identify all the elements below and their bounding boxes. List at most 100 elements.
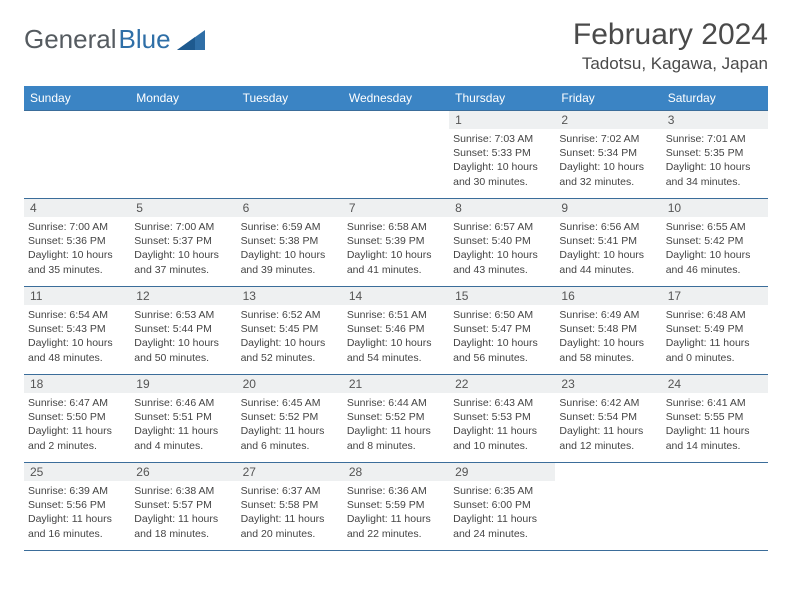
day-number: 22 bbox=[449, 375, 555, 393]
day-cell-15: 15Sunrise: 6:50 AMSunset: 5:47 PMDayligh… bbox=[449, 287, 555, 375]
location-label: Tadotsu, Kagawa, Japan bbox=[573, 54, 768, 74]
day-details: Sunrise: 7:00 AMSunset: 5:37 PMDaylight:… bbox=[134, 220, 232, 277]
day-details: Sunrise: 6:49 AMSunset: 5:48 PMDaylight:… bbox=[559, 308, 657, 365]
day-number: 13 bbox=[237, 287, 343, 305]
empty-cell bbox=[555, 463, 661, 551]
day-cell-27: 27 Sunrise: 6:37 AMSunset: 5:58 PMDayligh… bbox=[237, 463, 343, 551]
day-details: Sunrise: 7:01 AMSunset: 5:35 PMDaylight:… bbox=[666, 132, 764, 189]
day-details: Sunrise: 6:42 AMSunset: 5:54 PMDaylight:… bbox=[559, 396, 657, 453]
day-number: 4 bbox=[24, 199, 130, 217]
day-cell-13: 13Sunrise: 6:52 AMSunset: 5:45 PMDayligh… bbox=[237, 287, 343, 375]
day-cell-24: 24 Sunrise: 6:41 AMSunset: 5:55 PMDayligh… bbox=[662, 375, 768, 463]
calendar-week-row: 1 Sunrise: 7:03 AMSunset: 5:33 PMDaylight… bbox=[24, 111, 768, 199]
empty-cell bbox=[343, 111, 449, 199]
day-cell-20: 20 Sunrise: 6:45 AMSunset: 5:52 PMDayligh… bbox=[237, 375, 343, 463]
calendar-grid: SundayMondayTuesdayWednesdayThursdayFrid… bbox=[24, 86, 768, 551]
day-number: 14 bbox=[343, 287, 449, 305]
day-details: Sunrise: 6:56 AMSunset: 5:41 PMDaylight:… bbox=[559, 220, 657, 277]
day-details: Sunrise: 6:39 AMSunset: 5:56 PMDaylight:… bbox=[28, 484, 126, 541]
day-cell-26: 26Sunrise: 6:38 AMSunset: 5:57 PMDayligh… bbox=[130, 463, 236, 551]
day-details: Sunrise: 6:58 AMSunset: 5:39 PMDaylight:… bbox=[347, 220, 445, 277]
empty-cell bbox=[24, 111, 130, 199]
day-number: 27 bbox=[237, 463, 343, 481]
day-details: Sunrise: 6:57 AMSunset: 5:40 PMDaylight:… bbox=[453, 220, 551, 277]
day-details: Sunrise: 6:47 AMSunset: 5:50 PMDaylight:… bbox=[28, 396, 126, 453]
day-number: 8 bbox=[449, 199, 555, 217]
day-cell-23: 23 Sunrise: 6:42 AMSunset: 5:54 PMDayligh… bbox=[555, 375, 661, 463]
day-details: Sunrise: 6:54 AMSunset: 5:43 PMDaylight:… bbox=[28, 308, 126, 365]
day-number: 28 bbox=[343, 463, 449, 481]
day-number: 29 bbox=[449, 463, 555, 481]
calendar-week-row: 18 Sunrise: 6:47 AMSunset: 5:50 PMDayligh… bbox=[24, 375, 768, 463]
day-details: Sunrise: 6:38 AMSunset: 5:57 PMDaylight:… bbox=[134, 484, 232, 541]
weekday-wednesday: Wednesday bbox=[343, 86, 449, 111]
day-cell-21: 21 Sunrise: 6:44 AMSunset: 5:52 PMDayligh… bbox=[343, 375, 449, 463]
weekday-sunday: Sunday bbox=[24, 86, 130, 111]
weekday-header-row: SundayMondayTuesdayWednesdayThursdayFrid… bbox=[24, 86, 768, 111]
day-details: Sunrise: 6:37 AMSunset: 5:58 PMDaylight:… bbox=[241, 484, 339, 541]
day-number: 25 bbox=[24, 463, 130, 481]
weekday-thursday: Thursday bbox=[449, 86, 555, 111]
day-cell-25: 25 Sunrise: 6:39 AMSunset: 5:56 PMDayligh… bbox=[24, 463, 130, 551]
day-number: 16 bbox=[555, 287, 661, 305]
day-cell-11: 11 Sunrise: 6:54 AMSunset: 5:43 PMDayligh… bbox=[24, 287, 130, 375]
calendar-week-row: 4 Sunrise: 7:00 AMSunset: 5:36 PMDaylight… bbox=[24, 199, 768, 287]
day-cell-2: 2 Sunrise: 7:02 AMSunset: 5:34 PMDaylight… bbox=[555, 111, 661, 199]
day-details: Sunrise: 6:36 AMSunset: 5:59 PMDaylight:… bbox=[347, 484, 445, 541]
day-details: Sunrise: 7:03 AMSunset: 5:33 PMDaylight:… bbox=[453, 132, 551, 189]
day-cell-19: 19 Sunrise: 6:46 AMSunset: 5:51 PMDayligh… bbox=[130, 375, 236, 463]
day-number: 19 bbox=[130, 375, 236, 393]
day-number: 23 bbox=[555, 375, 661, 393]
day-cell-16: 16 Sunrise: 6:49 AMSunset: 5:48 PMDayligh… bbox=[555, 287, 661, 375]
day-details: Sunrise: 6:53 AMSunset: 5:44 PMDaylight:… bbox=[134, 308, 232, 365]
day-details: Sunrise: 6:46 AMSunset: 5:51 PMDaylight:… bbox=[134, 396, 232, 453]
empty-cell bbox=[130, 111, 236, 199]
header: GeneralBlue February 2024 Tadotsu, Kagaw… bbox=[24, 18, 768, 74]
day-cell-4: 4 Sunrise: 7:00 AMSunset: 5:36 PMDaylight… bbox=[24, 199, 130, 287]
day-cell-10: 10 Sunrise: 6:55 AMSunset: 5:42 PMDayligh… bbox=[662, 199, 768, 287]
calendar-week-row: 25 Sunrise: 6:39 AMSunset: 5:56 PMDayligh… bbox=[24, 463, 768, 551]
weekday-saturday: Saturday bbox=[662, 86, 768, 111]
day-details: Sunrise: 6:59 AMSunset: 5:38 PMDaylight:… bbox=[241, 220, 339, 277]
day-cell-1: 1 Sunrise: 7:03 AMSunset: 5:33 PMDaylight… bbox=[449, 111, 555, 199]
day-details: Sunrise: 7:00 AMSunset: 5:36 PMDaylight:… bbox=[28, 220, 126, 277]
day-details: Sunrise: 6:41 AMSunset: 5:55 PMDaylight:… bbox=[666, 396, 764, 453]
day-number: 11 bbox=[24, 287, 130, 305]
day-number: 9 bbox=[555, 199, 661, 217]
weekday-friday: Friday bbox=[555, 86, 661, 111]
day-number: 10 bbox=[662, 199, 768, 217]
day-details: Sunrise: 6:45 AMSunset: 5:52 PMDaylight:… bbox=[241, 396, 339, 453]
day-cell-14: 14Sunrise: 6:51 AMSunset: 5:46 PMDayligh… bbox=[343, 287, 449, 375]
title-block: February 2024 Tadotsu, Kagawa, Japan bbox=[573, 18, 768, 74]
day-details: Sunrise: 6:35 AMSunset: 6:00 PMDaylight:… bbox=[453, 484, 551, 541]
day-number: 7 bbox=[343, 199, 449, 217]
day-number: 2 bbox=[555, 111, 661, 129]
day-cell-8: 8 Sunrise: 6:57 AMSunset: 5:40 PMDaylight… bbox=[449, 199, 555, 287]
day-number: 21 bbox=[343, 375, 449, 393]
day-number: 17 bbox=[662, 287, 768, 305]
day-details: Sunrise: 6:55 AMSunset: 5:42 PMDaylight:… bbox=[666, 220, 764, 277]
empty-cell bbox=[237, 111, 343, 199]
brand-triangle-icon bbox=[177, 30, 205, 50]
day-number: 3 bbox=[662, 111, 768, 129]
day-number: 5 bbox=[130, 199, 236, 217]
day-number: 6 bbox=[237, 199, 343, 217]
calendar-week-row: 11 Sunrise: 6:54 AMSunset: 5:43 PMDayligh… bbox=[24, 287, 768, 375]
day-cell-29: 29 Sunrise: 6:35 AMSunset: 6:00 PMDayligh… bbox=[449, 463, 555, 551]
day-number: 24 bbox=[662, 375, 768, 393]
brand-logo: GeneralBlue bbox=[24, 18, 205, 55]
day-details: Sunrise: 6:43 AMSunset: 5:53 PMDaylight:… bbox=[453, 396, 551, 453]
day-cell-18: 18 Sunrise: 6:47 AMSunset: 5:50 PMDayligh… bbox=[24, 375, 130, 463]
day-details: Sunrise: 6:44 AMSunset: 5:52 PMDaylight:… bbox=[347, 396, 445, 453]
day-cell-5: 5 Sunrise: 7:00 AMSunset: 5:37 PMDaylight… bbox=[130, 199, 236, 287]
day-number: 12 bbox=[130, 287, 236, 305]
day-cell-28: 28 Sunrise: 6:36 AMSunset: 5:59 PMDayligh… bbox=[343, 463, 449, 551]
day-cell-9: 9 Sunrise: 6:56 AMSunset: 5:41 PMDaylight… bbox=[555, 199, 661, 287]
day-cell-22: 22 Sunrise: 6:43 AMSunset: 5:53 PMDayligh… bbox=[449, 375, 555, 463]
day-number: 1 bbox=[449, 111, 555, 129]
day-cell-6: 6 Sunrise: 6:59 AMSunset: 5:38 PMDaylight… bbox=[237, 199, 343, 287]
day-number: 20 bbox=[237, 375, 343, 393]
day-number: 18 bbox=[24, 375, 130, 393]
day-details: Sunrise: 7:02 AMSunset: 5:34 PMDaylight:… bbox=[559, 132, 657, 189]
weekday-monday: Monday bbox=[130, 86, 236, 111]
